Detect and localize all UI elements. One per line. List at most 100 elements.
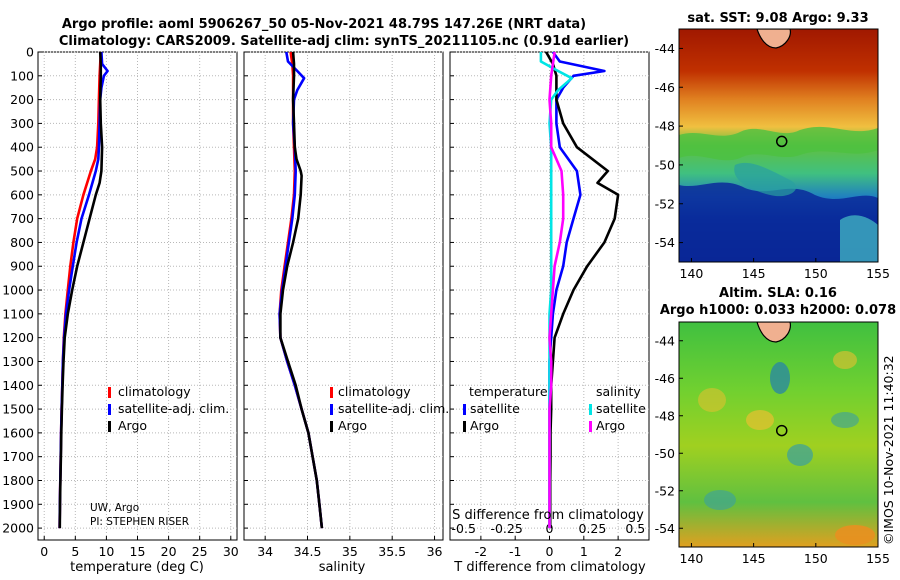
y-tick-label: -48: [655, 408, 675, 423]
salinity-panel: 34 34.5 35 35.5 36 salinity climatology sate…: [243, 51, 449, 575]
sst-map-axes: [678, 28, 879, 263]
sst-map-panel: sat. SST: 9.08 Argo: 9.33 140 145 150 155 -4…: [655, 11, 890, 281]
y-tick-label: 1600: [2, 425, 34, 440]
top-x-tick-label: -0.25: [490, 521, 522, 536]
x-tick-label: 34: [257, 544, 273, 559]
sst-cyan-patch: [840, 215, 878, 262]
sla-map-title-line-1: Altim. SLA: 0.16: [719, 286, 837, 301]
y-tick-label: 400: [10, 140, 34, 155]
sst-eddy: [734, 162, 797, 197]
y-tick-label: -50: [655, 446, 675, 461]
series-line-argo: [58, 51, 104, 529]
sla-map-axes: [678, 321, 879, 548]
sst-cold-water: [679, 182, 878, 262]
x-tick-label: 145: [742, 266, 766, 281]
y-tick-label: 1800: [2, 473, 34, 488]
credit-line-2: PI: STEPHEN RISER: [90, 516, 189, 528]
y-tick-label: -46: [655, 371, 675, 386]
x-tick-label: 25: [192, 544, 208, 559]
sst-green-band: [679, 126, 878, 161]
credit-line-1: UW, Argo: [90, 502, 139, 514]
salinity-legend: climatology satellite-adj. clim. Argo: [330, 384, 449, 433]
y-tick-label: 1100: [2, 306, 34, 321]
t-difference-xlabel: T difference from climatology: [453, 560, 646, 575]
y-tick-label: -44: [655, 333, 675, 348]
legend-argo: Argo: [338, 418, 367, 433]
title-line-1: Argo profile: aoml 5906267_50 05-Nov-202…: [62, 17, 586, 32]
legend-marker-t-argo: [463, 421, 466, 432]
x-tick-label: 30: [223, 544, 239, 559]
legend-marker-s-argo: [589, 421, 592, 432]
x-tick-label: 140: [680, 551, 704, 566]
legend-t-satellite: satellite: [470, 401, 520, 416]
title-line-2: Climatology: CARS2009. Satellite-adj cli…: [59, 34, 629, 49]
s-difference-xlabel: S difference from climatology: [452, 508, 644, 523]
salinity-axes: [243, 51, 444, 541]
x-tick-label: 0: [546, 544, 554, 559]
y-tick-label: 100: [10, 68, 34, 83]
sla-high-eddy: [746, 410, 774, 430]
legend-t-argo: Argo: [470, 418, 499, 433]
y-tick-label: -54: [655, 521, 675, 536]
x-tick-label: 36: [427, 544, 443, 559]
legend-s-satellite: satellite: [596, 401, 646, 416]
x-tick-label: 140: [680, 266, 704, 281]
x-tick-label: 155: [866, 266, 890, 281]
y-tick-label: 800: [10, 235, 34, 250]
legend-marker-s-satellite: [589, 404, 592, 415]
legend-s-argo: Argo: [596, 418, 625, 433]
temperature-legend: climatology satellite-adj. clim. Argo: [108, 384, 229, 433]
sla-low-eddy: [770, 362, 790, 394]
y-tick-label: 300: [10, 116, 34, 131]
legend-climatology: climatology: [118, 384, 191, 399]
legend-argo: Argo: [118, 418, 147, 433]
sla-high-eddy: [833, 351, 857, 369]
x-tick-label: 15: [130, 544, 146, 559]
series-line-s-argo: [548, 51, 565, 529]
sst-map-title: sat. SST: 9.08 Argo: 9.33: [687, 11, 868, 26]
y-tick-label: 2000: [2, 521, 34, 536]
y-tick-label: 0: [26, 45, 34, 60]
x-tick-label: 35: [342, 544, 358, 559]
top-x-tick-label: 0.5: [625, 521, 645, 536]
legend-header-salinity: salinity: [596, 384, 641, 399]
x-tick-label: 0: [40, 544, 48, 559]
salinity-xlabel: salinity: [319, 560, 366, 575]
top-x-tick-label: -0.5: [452, 521, 476, 536]
y-tick-label: 1900: [2, 497, 34, 512]
y-tick-label: 700: [10, 211, 34, 226]
sla-low-eddy: [704, 490, 736, 510]
x-tick-label: 1: [580, 544, 588, 559]
top-x-tick-label: 0.25: [578, 521, 606, 536]
y-tick-label: 1300: [2, 354, 34, 369]
temperature-panel: 0 5 10 15 20 25 300100200300400500600700800900…: [2, 45, 239, 576]
legend-satellite: satellite-adj. clim.: [118, 401, 229, 416]
difference-panel: -2 -1 0 1 2 -0.5 -0.25 0 0.25 0.5 S difference fr…: [449, 51, 650, 575]
y-tick-label: 1400: [2, 378, 34, 393]
legend-marker-satellite: [330, 404, 333, 415]
y-tick-label: -52: [655, 196, 675, 211]
y-tick-label: -46: [655, 80, 675, 95]
y-tick-label: -48: [655, 119, 675, 134]
argo-float-marker: [775, 424, 788, 437]
x-tick-label: 34.5: [294, 544, 322, 559]
sla-high-eddy: [698, 388, 726, 412]
y-tick-label: 500: [10, 164, 34, 179]
x-tick-label: 150: [804, 266, 828, 281]
sla-low-eddy: [831, 412, 859, 428]
sla-low-eddy: [787, 444, 813, 466]
x-tick-label: 35.5: [378, 544, 406, 559]
y-tick-label: 200: [10, 92, 34, 107]
sla-map-panel: Altim. SLA: 0.16 Argo h1000: 0.033 h2000…: [655, 286, 897, 566]
x-tick-label: 10: [98, 544, 114, 559]
x-tick-label: -1: [509, 544, 521, 559]
argo-float-marker: [775, 135, 788, 148]
sla-map-title-line-2: Argo h1000: 0.033 h2000: 0.078: [660, 303, 896, 318]
y-tick-label: -44: [655, 41, 675, 56]
legend-header-temperature: temperature: [469, 384, 548, 399]
y-tick-label: -50: [655, 157, 675, 172]
top-x-tick-label: 0: [546, 521, 554, 536]
difference-legend: temperature salinity satellite Argo sate…: [463, 384, 646, 433]
legend-marker-climatology: [108, 387, 111, 398]
